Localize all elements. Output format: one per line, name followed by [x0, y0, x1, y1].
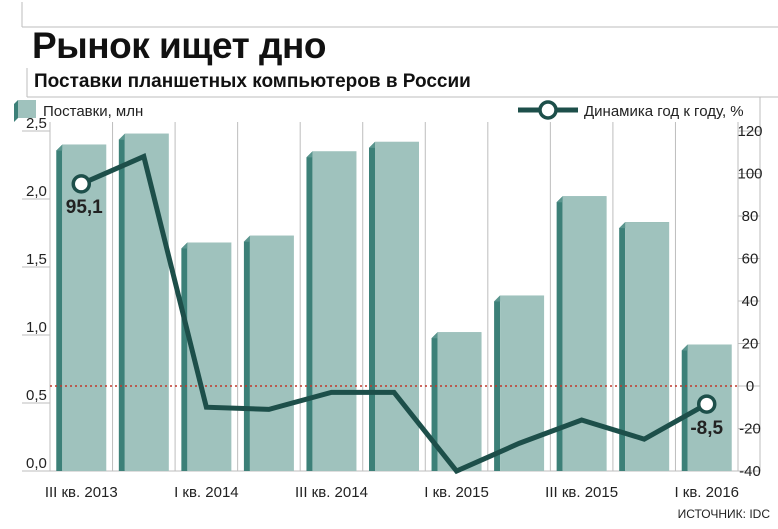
bar-side — [369, 141, 375, 471]
line-point — [696, 394, 717, 414]
bar-side — [181, 242, 188, 471]
line-series: 95,1 -8,5 — [66, 153, 724, 475]
bar-side — [306, 151, 313, 471]
right-axis: -40 -20 0 20 40 60 80 100 120 — [737, 123, 762, 480]
source-note: ИСТОЧНИК: IDC — [678, 507, 771, 521]
bar — [369, 141, 419, 471]
bar — [306, 151, 357, 471]
right-axis-tick-label: -40 — [739, 463, 761, 480]
bar — [431, 332, 482, 471]
x-axis-tick-label: I кв. 2016 — [674, 484, 739, 501]
x-axis-tick-label: III кв. 2013 — [45, 484, 118, 501]
x-axis: III кв. 2013 I кв. 2014 III кв. 2014 I кв. … — [45, 484, 739, 501]
legend: Поставки, млн Динамика год к году, % — [14, 100, 744, 122]
bar-front — [562, 196, 607, 471]
right-axis-tick-label: 20 — [742, 336, 759, 353]
bar-side — [681, 344, 688, 471]
bar — [118, 133, 169, 471]
series-line — [80, 153, 708, 475]
x-axis-tick-label: I кв. 2014 — [174, 484, 239, 501]
legend-bar-swatch — [14, 100, 36, 122]
data-label: 95,1 — [66, 197, 103, 218]
data-label: -8,5 — [690, 418, 723, 439]
left-axis-tick-label: 0,5 — [26, 387, 47, 404]
legend-line-label: Динамика год к году, % — [584, 103, 744, 120]
left-axis-tick-label: 1,0 — [26, 319, 47, 336]
right-axis-tick-label: 0 — [746, 378, 754, 395]
bar — [556, 196, 607, 471]
bar-side — [243, 235, 250, 471]
legend-bar-label: Поставки, млн — [43, 103, 143, 120]
x-axis-tick-label: III кв. 2014 — [295, 484, 368, 501]
bar-front — [312, 151, 357, 471]
right-axis-tick-label: 120 — [737, 123, 762, 140]
x-axis-tick-label: I кв. 2015 — [424, 484, 489, 501]
left-axis-tick-label: 1,5 — [26, 251, 47, 268]
bar-front — [62, 144, 107, 471]
bar-front — [375, 141, 419, 471]
x-axis-tick-label: III кв. 2015 — [545, 484, 618, 501]
bar-side — [118, 133, 125, 471]
bar-series — [56, 133, 732, 471]
chart-subtitle: Поставки планшетных компьютеров в России — [34, 71, 471, 92]
bar-front — [437, 332, 482, 471]
right-axis-tick-label: 100 — [737, 166, 762, 183]
left-axis: 0,0 0,5 1,0 1,5 2,0 2,5 — [22, 115, 50, 472]
bar — [56, 144, 107, 471]
right-axis-tick-label: 40 — [742, 293, 759, 310]
line-point — [71, 174, 92, 194]
right-axis-tick-label: 80 — [742, 208, 759, 225]
bar-side — [556, 196, 563, 471]
bar-front — [249, 235, 294, 471]
bar-side — [56, 144, 63, 471]
bar — [243, 235, 294, 471]
bar-side — [494, 295, 501, 471]
bar-front — [124, 133, 169, 471]
bar-side — [431, 332, 438, 471]
right-axis-tick-label: 60 — [742, 251, 759, 268]
chart-title: Рынок ищет дно — [32, 25, 326, 66]
left-axis-tick-label: 0,0 — [26, 455, 47, 472]
right-axis-tick-label: -20 — [739, 421, 761, 438]
left-axis-tick-label: 2,5 — [26, 115, 47, 132]
left-axis-tick-label: 2,0 — [26, 183, 47, 200]
legend-line-swatch — [518, 100, 578, 120]
bar-side — [619, 222, 626, 471]
bar — [181, 242, 232, 471]
